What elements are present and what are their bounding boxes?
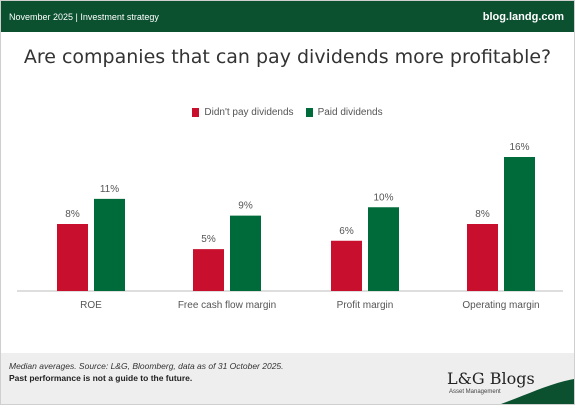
legend-swatch-paid-dividends bbox=[305, 108, 313, 117]
category-label: Operating margin bbox=[462, 300, 539, 311]
data-label: 5% bbox=[201, 234, 216, 245]
bar-no-dividends bbox=[57, 224, 88, 291]
data-label: 10% bbox=[373, 192, 393, 203]
bar-paid-dividends bbox=[94, 198, 125, 291]
data-label: 11% bbox=[100, 184, 119, 195]
header-bar: November 2025 | Investment strategy blog… bbox=[1, 1, 574, 32]
data-label: 6% bbox=[339, 226, 354, 237]
data-label: 9% bbox=[238, 201, 253, 212]
data-label: 8% bbox=[65, 209, 80, 220]
legend-label-paid-dividends: Paid dividends bbox=[317, 107, 383, 118]
category-label: Profit margin bbox=[337, 300, 394, 311]
footer: Median averages. Source: L&G, Bloomberg,… bbox=[1, 353, 574, 404]
bar-paid-dividends bbox=[504, 157, 535, 291]
legend-swatch-no-dividends bbox=[192, 108, 200, 117]
disclaimer: Past performance is not a guide to the f… bbox=[9, 373, 193, 383]
legend-item-no-dividends: Didn't pay dividends bbox=[192, 107, 294, 118]
brand-subtitle: Asset Management bbox=[449, 389, 501, 395]
bar-paid-dividends bbox=[230, 215, 261, 291]
header-site-link[interactable]: blog.landg.com bbox=[482, 10, 564, 23]
data-label: 8% bbox=[475, 209, 490, 220]
source-note: Median averages. Source: L&G, Bloomberg,… bbox=[9, 361, 284, 371]
chart-legend: Didn't pay dividends Paid dividends bbox=[1, 107, 574, 118]
bar-no-dividends bbox=[467, 224, 498, 291]
brand-logo: L&G Blogs bbox=[447, 369, 535, 388]
brand-swoosh bbox=[501, 379, 574, 404]
category-label: ROE bbox=[80, 300, 102, 311]
bar-paid-dividends bbox=[368, 207, 399, 291]
category-label: Free cash flow margin bbox=[178, 300, 276, 311]
legend-label-no-dividends: Didn't pay dividends bbox=[204, 107, 294, 118]
bar-no-dividends bbox=[331, 240, 362, 291]
header-date: November 2025 | Investment strategy bbox=[9, 11, 159, 22]
bar-no-dividends bbox=[193, 249, 224, 291]
legend-item-paid-dividends: Paid dividends bbox=[305, 107, 383, 118]
bar-chart: 8% 11% ROE 5% 9% Free cash flow margin 6% 10% Pr… bbox=[17, 142, 563, 311]
chart-title: Are companies that can pay dividends mor… bbox=[23, 46, 552, 68]
data-label: 16% bbox=[509, 142, 529, 153]
